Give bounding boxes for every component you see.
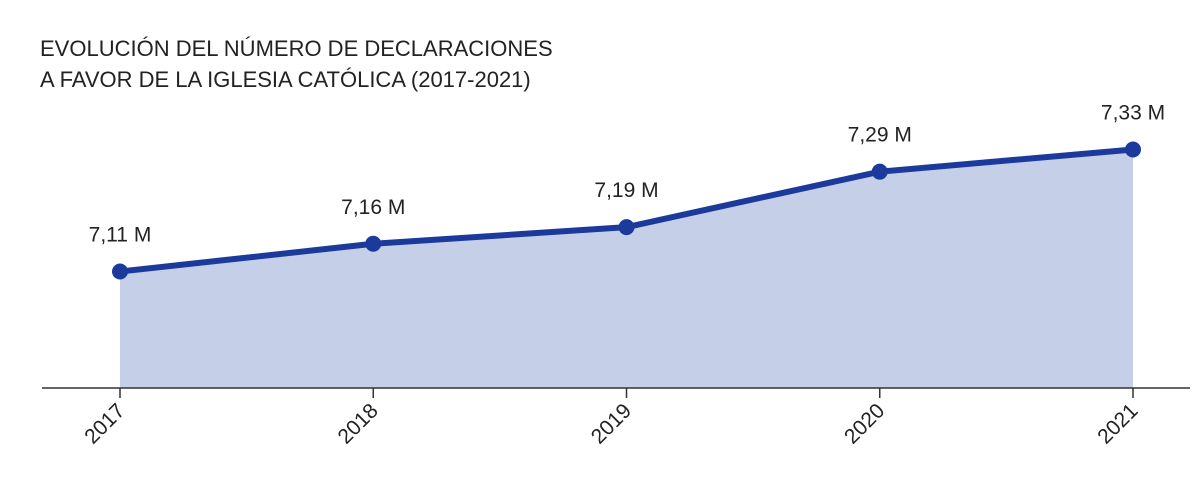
value-label: 7,11 M bbox=[89, 224, 152, 247]
x-tick-label: 2018 bbox=[333, 399, 382, 448]
chart-title: EVOLUCIÓN DEL NÚMERO DE DECLARACIONES bbox=[40, 36, 553, 61]
value-label: 7,29 M bbox=[848, 124, 912, 147]
point bbox=[365, 235, 382, 252]
value-label: 7,16 M bbox=[341, 196, 405, 219]
x-tick-label: 2020 bbox=[840, 399, 889, 448]
x-tick-label: 2017 bbox=[80, 399, 129, 448]
area bbox=[120, 149, 1133, 388]
value-label: 7,19 M bbox=[594, 179, 658, 202]
point bbox=[1125, 141, 1141, 158]
point bbox=[618, 219, 635, 236]
point bbox=[871, 163, 888, 180]
point bbox=[112, 263, 128, 280]
chart-title: A FAVOR DE LA IGLESIA CATÓLICA (2017-202… bbox=[40, 67, 531, 92]
x-tick-label: 2019 bbox=[587, 399, 636, 448]
x-tick-label: 2021 bbox=[1093, 399, 1142, 448]
value-label: 7,33 M bbox=[1101, 101, 1165, 124]
